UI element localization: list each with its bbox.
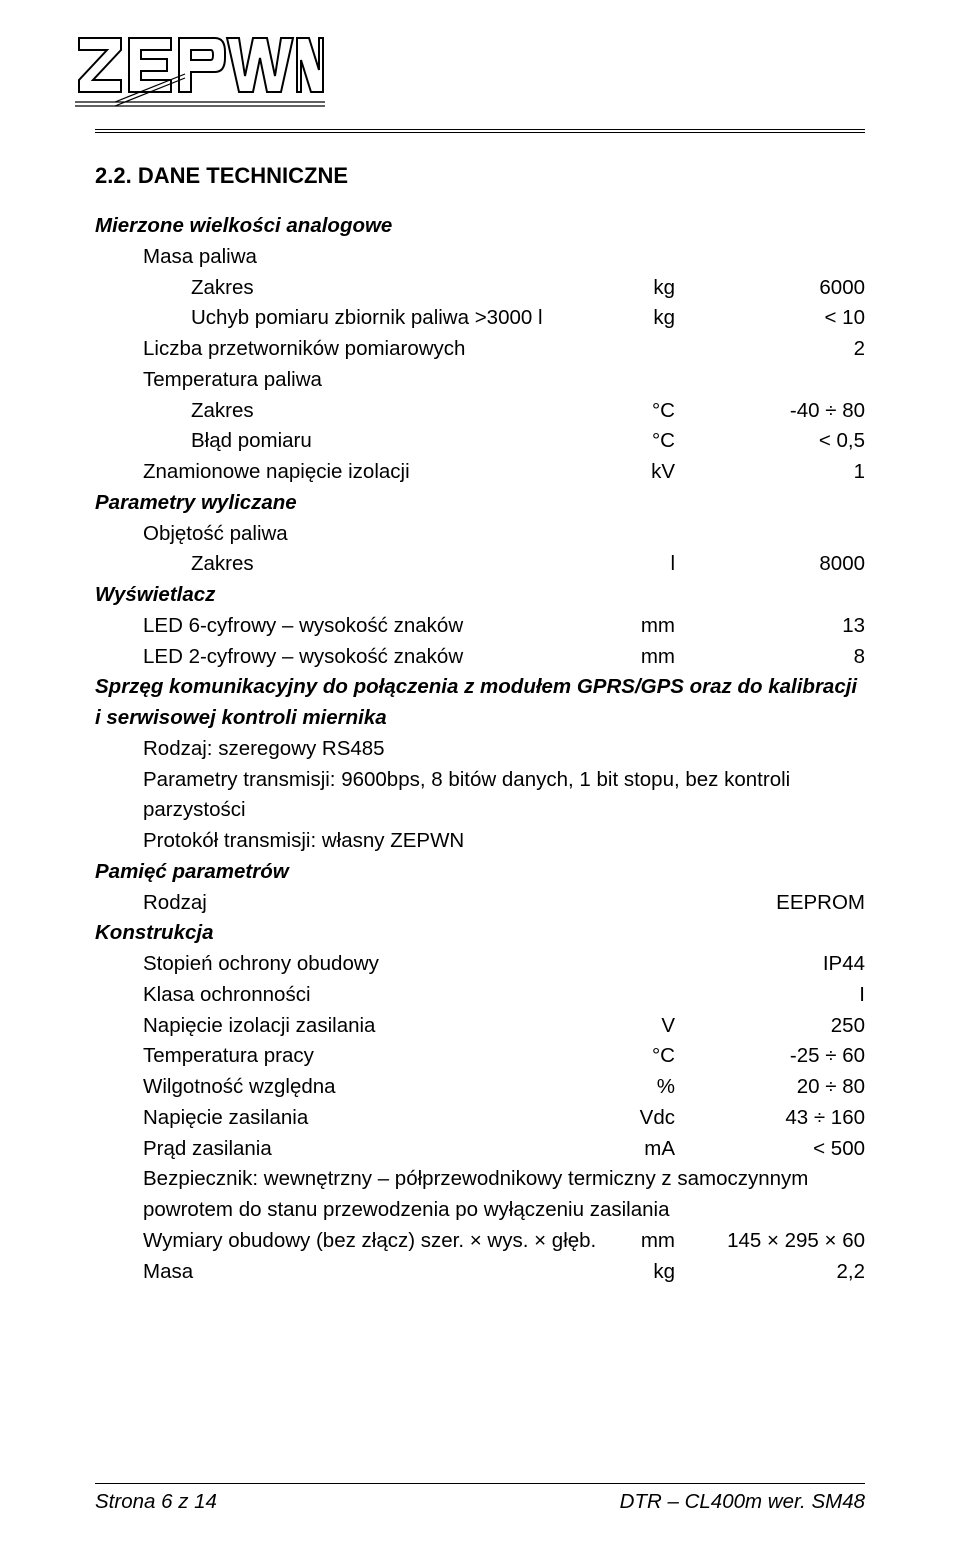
- section-title: DANE TECHNICZNE: [138, 163, 348, 188]
- spec-label: Napięcie zasilania: [95, 1103, 605, 1134]
- spec-value: 250: [675, 1011, 865, 1042]
- section-heading: 2.2. DANE TECHNICZNE: [95, 163, 865, 189]
- spec-unit: °C: [605, 1041, 675, 1072]
- spec-label: LED 2-cyfrowy – wysokość znaków: [95, 642, 605, 673]
- spec-value: I: [675, 980, 865, 1011]
- spec-value: < 500: [675, 1134, 865, 1165]
- spec-value: IP44: [675, 949, 865, 980]
- spec-value: 2: [675, 334, 865, 365]
- spec-text: Bezpiecznik: wewnętrzny – półprzewodniko…: [95, 1164, 865, 1226]
- spec-unit: mm: [605, 642, 675, 673]
- spec-label: Masa: [95, 1257, 605, 1288]
- divider-bottom: [95, 1483, 865, 1484]
- spec-unit: mm: [605, 1226, 675, 1257]
- section-number: 2.2.: [95, 163, 132, 188]
- spec-label: Uchyb pomiaru zbiornik paliwa >3000 l: [95, 303, 605, 334]
- spec-unit: Vdc: [605, 1103, 675, 1134]
- spec-unit: kg: [605, 273, 675, 304]
- spec-label: Wymiary obudowy (bez złącz) szer. × wys.…: [95, 1226, 605, 1257]
- spec-value: 145 × 295 × 60: [675, 1226, 865, 1257]
- footer-page: Strona 6 z 14: [95, 1490, 217, 1514]
- spec-label: Temperatura paliwa: [95, 365, 605, 396]
- spec-unit: l: [605, 549, 675, 580]
- spec-value: 1: [675, 457, 865, 488]
- divider-top-2: [95, 132, 865, 133]
- spec-unit: %: [605, 1072, 675, 1103]
- spec-unit: °C: [605, 426, 675, 457]
- spec-label: Rodzaj: [95, 888, 605, 919]
- spec-text: Parametry transmisji: 9600bps, 8 bitów d…: [95, 765, 865, 827]
- spec-label: Zakres: [95, 549, 605, 580]
- spec-unit: °C: [605, 396, 675, 427]
- spec-label: Prąd zasilania: [95, 1134, 605, 1165]
- spec-value: 6000: [675, 273, 865, 304]
- spec-value: 13: [675, 611, 865, 642]
- spec-value: EEPROM: [675, 888, 865, 919]
- spec-value: 2,2: [675, 1257, 865, 1288]
- group-title-measured: Mierzone wielkości analogowe: [95, 211, 865, 242]
- spec-label: Zakres: [95, 396, 605, 427]
- spec-unit: mA: [605, 1134, 675, 1165]
- spec-value: < 10: [675, 303, 865, 334]
- group-title-comm: Sprzęg komunikacyjny do połączenia z mod…: [95, 672, 865, 734]
- spec-unit: mm: [605, 611, 675, 642]
- spec-value: < 0,5: [675, 426, 865, 457]
- spec-value: -25 ÷ 60: [675, 1041, 865, 1072]
- spec-label: Stopień ochrony obudowy: [95, 949, 605, 980]
- spec-label: Błąd pomiaru: [95, 426, 605, 457]
- spec-label: Liczba przetworników pomiarowych: [95, 334, 605, 365]
- spec-label: Napięcie izolacji zasilania: [95, 1011, 605, 1042]
- spec-unit: kV: [605, 457, 675, 488]
- group-title-display: Wyświetlacz: [95, 580, 865, 611]
- spec-value: -40 ÷ 80: [675, 396, 865, 427]
- spec-value: 8: [675, 642, 865, 673]
- spec-unit: kg: [605, 303, 675, 334]
- spec-label: LED 6-cyfrowy – wysokość znaków: [95, 611, 605, 642]
- logo: [75, 30, 865, 125]
- spec-label: Wilgotność względna: [95, 1072, 605, 1103]
- spec-unit: kg: [605, 1257, 675, 1288]
- footer: Strona 6 z 14 DTR – CL400m wer. SM48: [95, 1483, 865, 1514]
- spec-value: 20 ÷ 80: [675, 1072, 865, 1103]
- spec-value: 43 ÷ 160: [675, 1103, 865, 1134]
- spec-text: Protokół transmisji: własny ZEPWN: [95, 826, 865, 857]
- spec-value: 8000: [675, 549, 865, 580]
- spec-label: Temperatura pracy: [95, 1041, 605, 1072]
- spec-unit: V: [605, 1011, 675, 1042]
- spec-label: Zakres: [95, 273, 605, 304]
- group-title-memory: Pamięć parametrów: [95, 857, 865, 888]
- spec-text: Rodzaj: szeregowy RS485: [95, 734, 865, 765]
- spec-label: Klasa ochronności: [95, 980, 605, 1011]
- group-title-computed: Parametry wyliczane: [95, 488, 865, 519]
- group-title-construction: Konstrukcja: [95, 918, 865, 949]
- divider-top-1: [95, 129, 865, 130]
- spec-label: Znamionowe napięcie izolacji: [95, 457, 605, 488]
- spec-label: Masa paliwa: [95, 242, 605, 273]
- spec-label: Objętość paliwa: [95, 519, 605, 550]
- footer-doc: DTR – CL400m wer. SM48: [620, 1490, 865, 1514]
